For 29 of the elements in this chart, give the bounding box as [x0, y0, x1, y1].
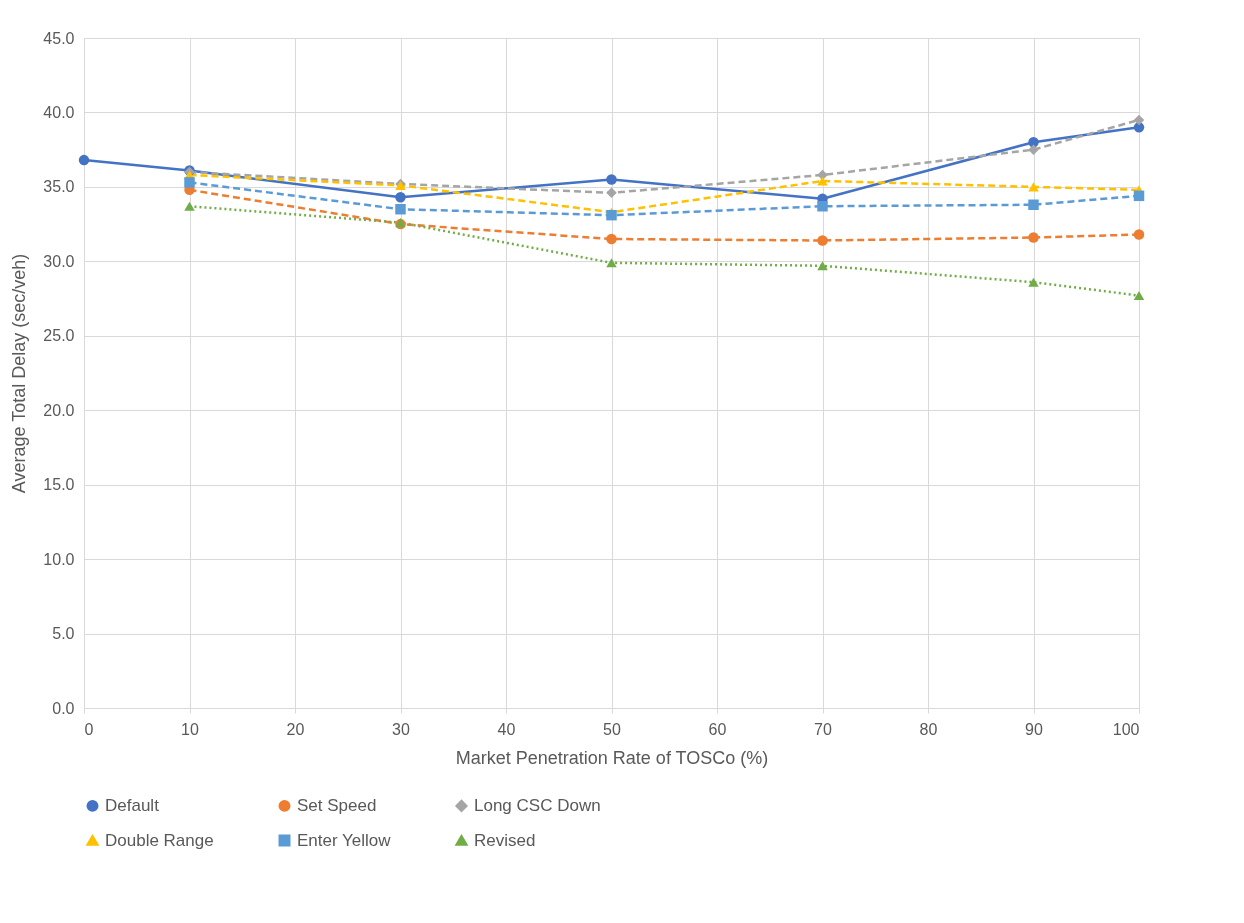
- x-tick-label: 50: [603, 720, 621, 738]
- legend-label: Revised: [474, 830, 536, 850]
- legend-label: Long CSC Down: [474, 795, 601, 815]
- y-tick-label: 5.0: [52, 625, 75, 643]
- y-tick-label: 35.0: [43, 178, 75, 196]
- legend-label: Default: [105, 795, 160, 815]
- legend-label: Enter Yellow: [297, 830, 392, 850]
- y-tick-label: 20.0: [43, 401, 75, 419]
- y-tick-label: 10.0: [43, 550, 75, 568]
- y-tick-label: 45.0: [43, 29, 75, 47]
- y-tick-label: 25.0: [43, 327, 75, 345]
- x-tick-label: 90: [1025, 720, 1043, 738]
- x-tick-label: 60: [708, 720, 727, 738]
- x-tick-label: 10: [181, 720, 199, 738]
- y-tick-label: 15.0: [43, 476, 75, 494]
- x-tick-label: 40: [497, 720, 516, 738]
- x-tick-label: 80: [919, 720, 938, 738]
- y-axis-title: Average Total Delay (sec/veh): [9, 253, 30, 494]
- y-tick-label: 30.0: [43, 252, 75, 270]
- x-tick-label: 30: [392, 720, 410, 738]
- x-tick-label: 20: [286, 720, 305, 738]
- x-axis-title: Market Penetration Rate of TOSCo (%): [455, 747, 769, 768]
- legend-label: Double Range: [105, 830, 214, 850]
- y-tick-label: 40.0: [43, 103, 75, 121]
- x-tick-label: 0: [84, 720, 94, 738]
- x-tick-label: 100: [1112, 720, 1140, 738]
- x-tick-label: 70: [814, 720, 832, 738]
- legend-label: Set Speed: [297, 795, 377, 815]
- y-tick-label: 0.0: [52, 699, 75, 717]
